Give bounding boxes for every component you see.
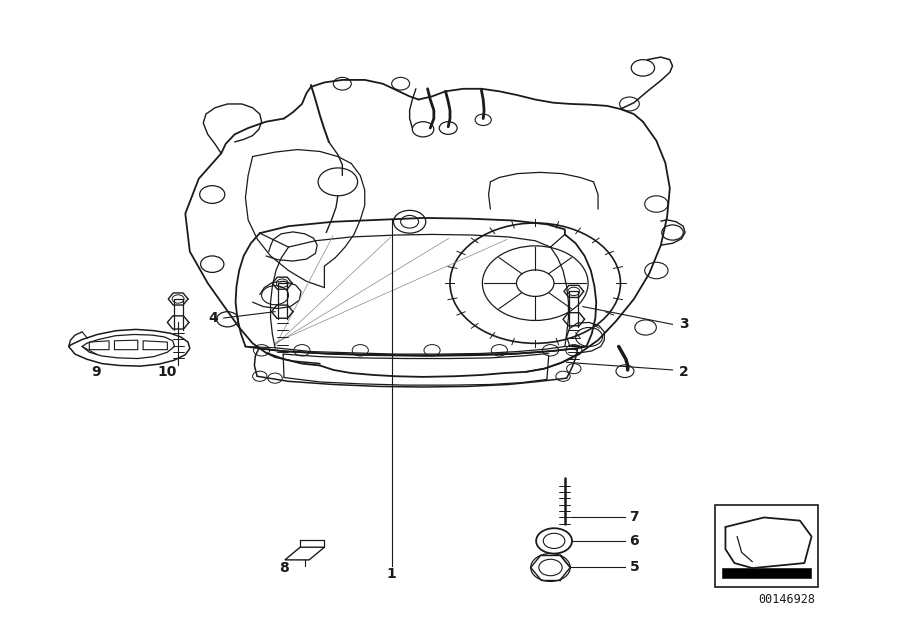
Text: 9: 9 [91, 365, 101, 379]
Text: 00146928: 00146928 [758, 593, 815, 606]
Polygon shape [722, 568, 811, 577]
Text: 2: 2 [679, 365, 688, 379]
Bar [715, 505, 818, 587]
Text: 10: 10 [158, 365, 177, 379]
Text: 8: 8 [279, 561, 289, 575]
Text: 6: 6 [629, 534, 639, 548]
Text: 5: 5 [629, 560, 639, 574]
Text: 4: 4 [209, 311, 219, 325]
Text: 3: 3 [679, 317, 688, 331]
Text: 1: 1 [387, 567, 397, 581]
Text: 7: 7 [629, 511, 639, 525]
